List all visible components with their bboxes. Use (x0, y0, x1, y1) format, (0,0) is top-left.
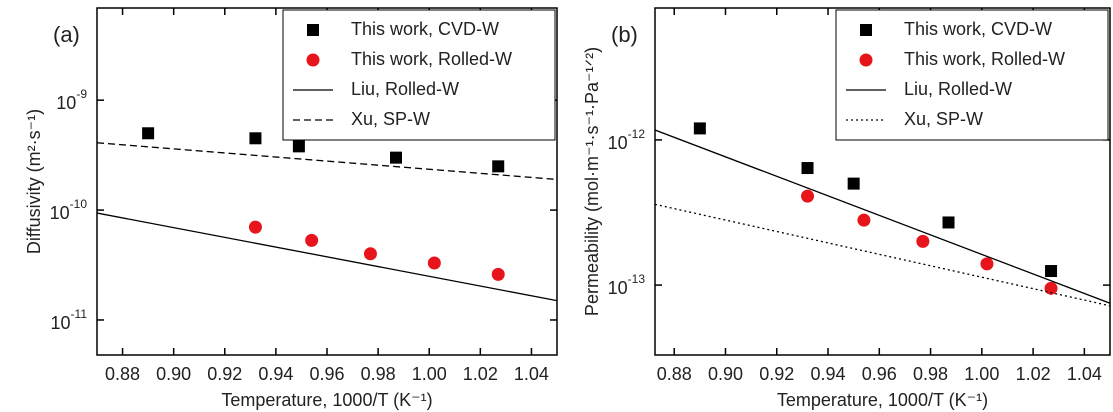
data-point (857, 213, 871, 227)
y-tick-exp: -11 (71, 307, 88, 321)
data-point (363, 247, 377, 261)
legend-marker (306, 53, 320, 67)
x-axis-title: Temperature, 1000/T (K⁻¹) (777, 390, 988, 410)
y-tick-base: 10 (608, 133, 628, 153)
plot-frame (96, 7, 558, 356)
data-point (292, 140, 305, 153)
legend-label: This work, Rolled-W (351, 49, 512, 69)
x-tick-label: 0.90 (156, 364, 191, 384)
y-axis-title: Diffusivity (m²·s⁻¹) (24, 109, 44, 254)
plot-frame (654, 7, 1111, 356)
x-tick-label: 0.92 (207, 364, 242, 384)
y-tick-label: 10-9 (56, 87, 87, 113)
legend-box (282, 9, 556, 141)
x-tick-label: 0.94 (258, 364, 293, 384)
y-tick-exp: -10 (70, 197, 88, 211)
x-tick-label: 1.02 (1016, 364, 1051, 384)
data-point (916, 234, 930, 248)
x-tick-label: 0.98 (913, 364, 948, 384)
legend-label: Xu, SP-W (904, 109, 983, 129)
y-tick-base: 10 (51, 313, 71, 333)
y-tick-exp: -12 (628, 127, 646, 141)
legend-marker (859, 53, 873, 67)
x-tick-label: 0.94 (811, 364, 846, 384)
data-point (980, 257, 994, 271)
y-tick-base: 10 (50, 203, 70, 223)
x-tick-label: 0.98 (361, 364, 396, 384)
panel-label: (a) (53, 22, 80, 47)
x-tick-label: 0.96 (309, 364, 344, 384)
fit-line (97, 142, 557, 181)
legend-marker (860, 24, 872, 36)
x-tick-label: 1.02 (463, 364, 498, 384)
y-tick-exp: -9 (76, 87, 87, 101)
fit-line (655, 129, 1110, 304)
data-point (249, 132, 262, 145)
y-tick-label: 10-12 (608, 127, 646, 153)
legend-label: This work, CVD-W (351, 19, 499, 39)
data-point (801, 162, 814, 175)
y-tick-label: 10-13 (608, 272, 646, 298)
x-axis-title: Temperature, 1000/T (K⁻¹) (221, 390, 432, 410)
y-tick-base: 10 (56, 93, 76, 113)
data-point (1045, 265, 1058, 278)
panel-label: (b) (611, 22, 638, 47)
x-tick-label: 0.88 (657, 364, 692, 384)
x-tick-label: 1.04 (1067, 364, 1102, 384)
plot-area (97, 127, 557, 302)
data-point (693, 122, 706, 135)
data-point (942, 216, 955, 229)
data-point (142, 127, 155, 140)
x-tick-label: 0.88 (105, 364, 140, 384)
data-point (492, 160, 505, 173)
legend-marker (307, 24, 319, 36)
y-tick-base: 10 (608, 278, 628, 298)
x-tick-label: 0.90 (708, 364, 743, 384)
fit-line (655, 203, 1110, 307)
legend-label: Liu, Rolled-W (904, 79, 1012, 99)
legend-label: Liu, Rolled-W (351, 79, 459, 99)
fit-line (97, 212, 557, 302)
legend-box (835, 9, 1109, 141)
data-point (801, 189, 815, 203)
y-tick-label: 10-10 (50, 197, 88, 223)
x-tick-label: 0.96 (862, 364, 897, 384)
y-axis-title: Permeability (mol·m⁻¹·s⁻¹·Pa⁻¹ᐟ²) (582, 47, 602, 316)
data-point (1044, 281, 1058, 295)
data-point (305, 233, 319, 247)
x-tick-label: 1.04 (514, 364, 549, 384)
plot-area (655, 122, 1110, 307)
data-point (248, 220, 262, 234)
legend-label: This work, Rolled-W (904, 49, 1065, 69)
x-tick-label: 1.00 (412, 364, 447, 384)
data-point (427, 256, 441, 270)
x-tick-label: 0.92 (759, 364, 794, 384)
x-tick-label: 1.00 (964, 364, 999, 384)
data-point (491, 267, 505, 281)
data-point (847, 177, 860, 190)
legend-label: Xu, SP-W (351, 109, 430, 129)
y-tick-label: 10-11 (51, 307, 88, 333)
data-point (390, 151, 402, 164)
y-tick-exp: -13 (628, 272, 646, 286)
legend-label: This work, CVD-W (904, 19, 1052, 39)
